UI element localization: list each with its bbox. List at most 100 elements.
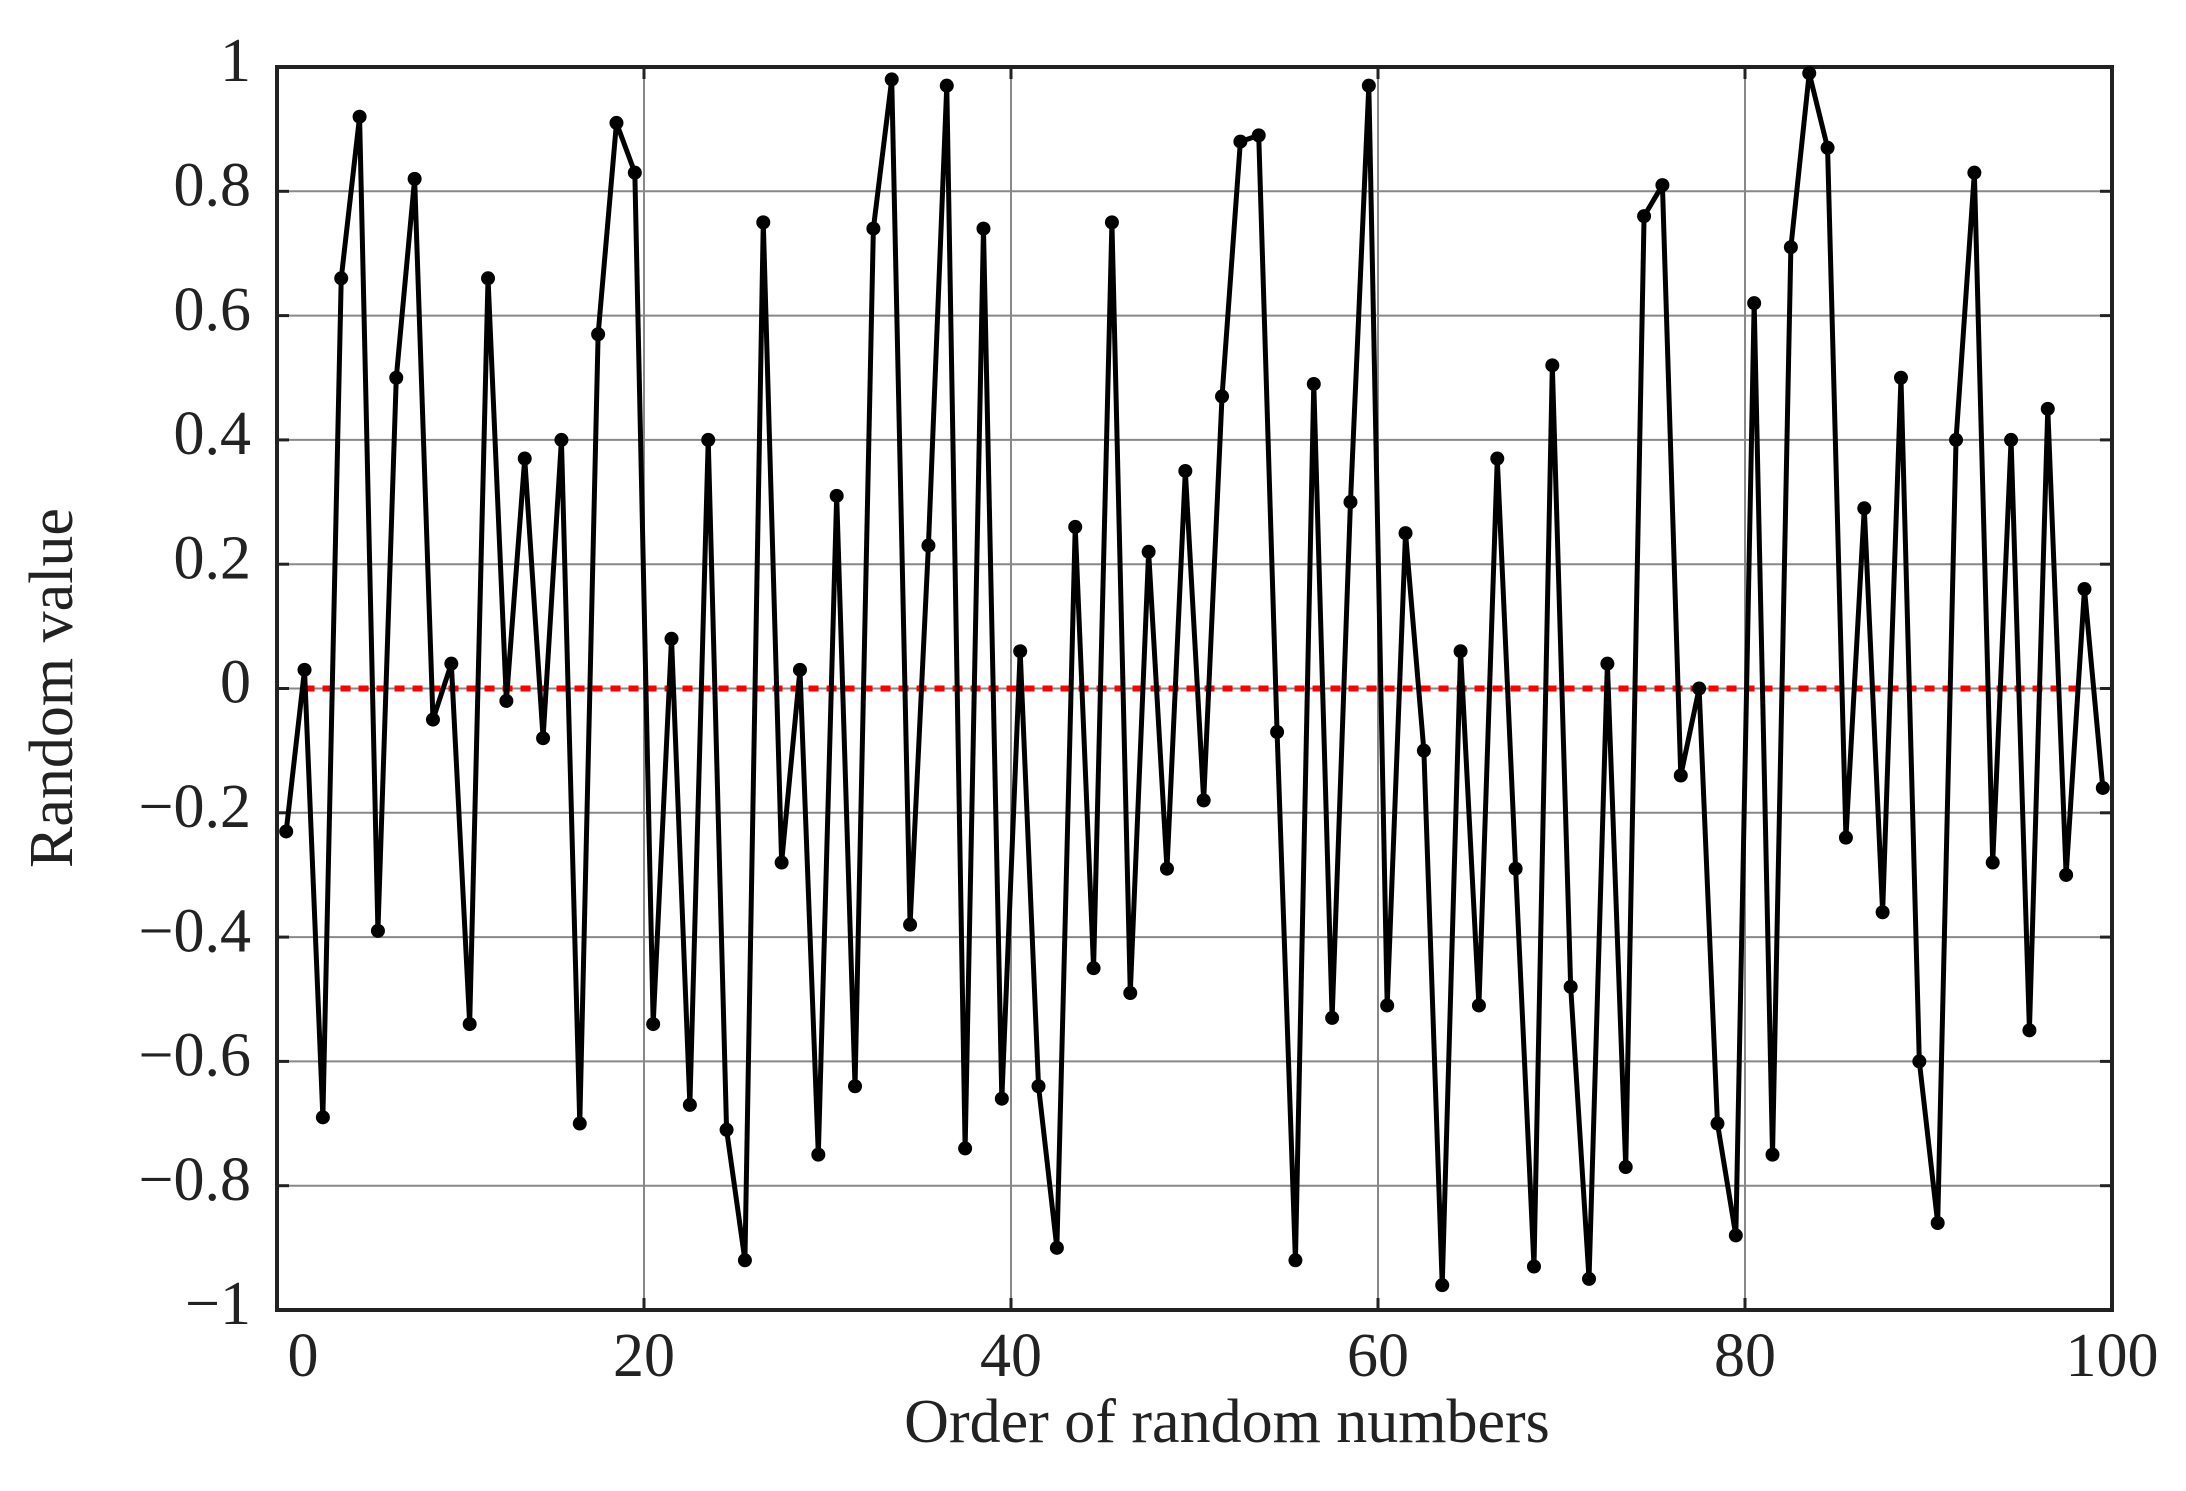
data-point	[1728, 1228, 1743, 1243]
data-point	[1123, 986, 1138, 1001]
data-point	[1031, 1079, 1046, 1094]
data-point	[352, 109, 367, 124]
x-tick-label: 60	[1347, 1322, 1409, 1390]
y-tick-label: 1	[220, 27, 251, 95]
data-point	[2077, 582, 2092, 597]
data-point	[756, 215, 771, 230]
data-point	[2040, 401, 2055, 416]
y-tick-label: 0.4	[174, 400, 252, 468]
data-point	[646, 1017, 661, 1032]
data-point	[572, 1116, 587, 1131]
data-point	[866, 221, 881, 236]
data-point	[1471, 998, 1486, 1013]
data-point	[1893, 370, 1908, 385]
data-point	[462, 1017, 477, 1032]
data-point	[1178, 463, 1193, 478]
data-point	[297, 662, 312, 677]
data-point	[1692, 681, 1707, 696]
data-point	[1802, 66, 1817, 81]
y-tick-label: −0.8	[139, 1146, 251, 1214]
data-point	[682, 1097, 697, 1112]
data-point	[1435, 1278, 1450, 1293]
data-point	[1049, 1240, 1064, 1255]
data-point	[627, 165, 642, 180]
data-point	[903, 917, 918, 932]
data-point	[1820, 140, 1835, 155]
data-point	[811, 1147, 826, 1162]
data-point	[1361, 78, 1376, 93]
data-point	[664, 631, 679, 646]
y-tick-label: −0.4	[139, 897, 251, 965]
x-tick-label: 0	[288, 1322, 319, 1390]
data-point	[1453, 644, 1468, 659]
data-point	[609, 115, 624, 130]
data-point	[1637, 209, 1652, 224]
data-point	[554, 432, 569, 447]
y-tick-label: −0.2	[139, 773, 251, 841]
data-point	[517, 451, 532, 466]
y-tick-label: 0.6	[174, 276, 252, 344]
data-point	[792, 662, 807, 677]
data-point	[1747, 296, 1762, 311]
data-point	[1783, 240, 1798, 255]
data-point	[701, 432, 716, 447]
data-point	[499, 693, 514, 708]
data-point	[1508, 861, 1523, 876]
data-point	[1838, 830, 1853, 845]
data-line	[283, 70, 2106, 1288]
y-tick-label: 0.2	[174, 524, 252, 592]
data-point	[848, 1079, 863, 1094]
data-point	[370, 923, 385, 938]
data-point	[1013, 644, 1028, 659]
data-point	[1343, 495, 1358, 510]
data-point	[2095, 780, 2110, 795]
data-point	[1233, 134, 1248, 149]
data-point	[1563, 979, 1578, 994]
data-point	[939, 78, 954, 93]
data-point	[1912, 1054, 1927, 1069]
data-point	[1618, 1160, 1633, 1175]
data-point	[1526, 1259, 1541, 1274]
x-tick-label: 100	[2066, 1322, 2159, 1390]
data-point	[1545, 358, 1560, 373]
data-point	[1086, 961, 1101, 976]
data-point	[1967, 165, 1982, 180]
data-point	[1416, 743, 1431, 758]
data-point	[1949, 432, 1964, 447]
y-tick-label: 0.8	[174, 152, 252, 220]
data-point	[1141, 544, 1156, 559]
y-tick-label: −1	[185, 1270, 251, 1338]
data-point	[1288, 1253, 1303, 1268]
data-point	[1159, 861, 1174, 876]
data-point	[884, 72, 899, 87]
data-point	[1710, 1116, 1725, 1131]
data-point	[1325, 1010, 1340, 1025]
data-point	[315, 1110, 330, 1125]
data-point	[1985, 855, 2000, 870]
data-point	[1765, 1147, 1780, 1162]
y-tick-label: 0	[220, 649, 251, 717]
data-point	[976, 221, 991, 236]
data-point	[1380, 998, 1395, 1013]
data-point	[737, 1253, 752, 1268]
data-point	[536, 731, 551, 746]
data-point	[1068, 519, 1083, 534]
data-point	[1104, 215, 1119, 230]
data-point	[334, 271, 349, 286]
data-point	[829, 488, 844, 503]
x-tick-label: 20	[613, 1322, 675, 1390]
data-point	[1270, 725, 1285, 740]
data-point	[1857, 501, 1872, 516]
data-point	[1215, 389, 1230, 404]
data-point	[1582, 1271, 1597, 1286]
y-tick-label: −0.6	[139, 1022, 251, 1090]
x-tick-label: 80	[1714, 1322, 1776, 1390]
data-point	[2004, 432, 2019, 447]
data-point	[1655, 178, 1670, 193]
data-point	[1196, 793, 1211, 808]
data-point	[1306, 376, 1321, 391]
data-point	[1875, 905, 1890, 920]
data-point	[444, 656, 459, 671]
data-point	[1930, 1215, 1945, 1230]
